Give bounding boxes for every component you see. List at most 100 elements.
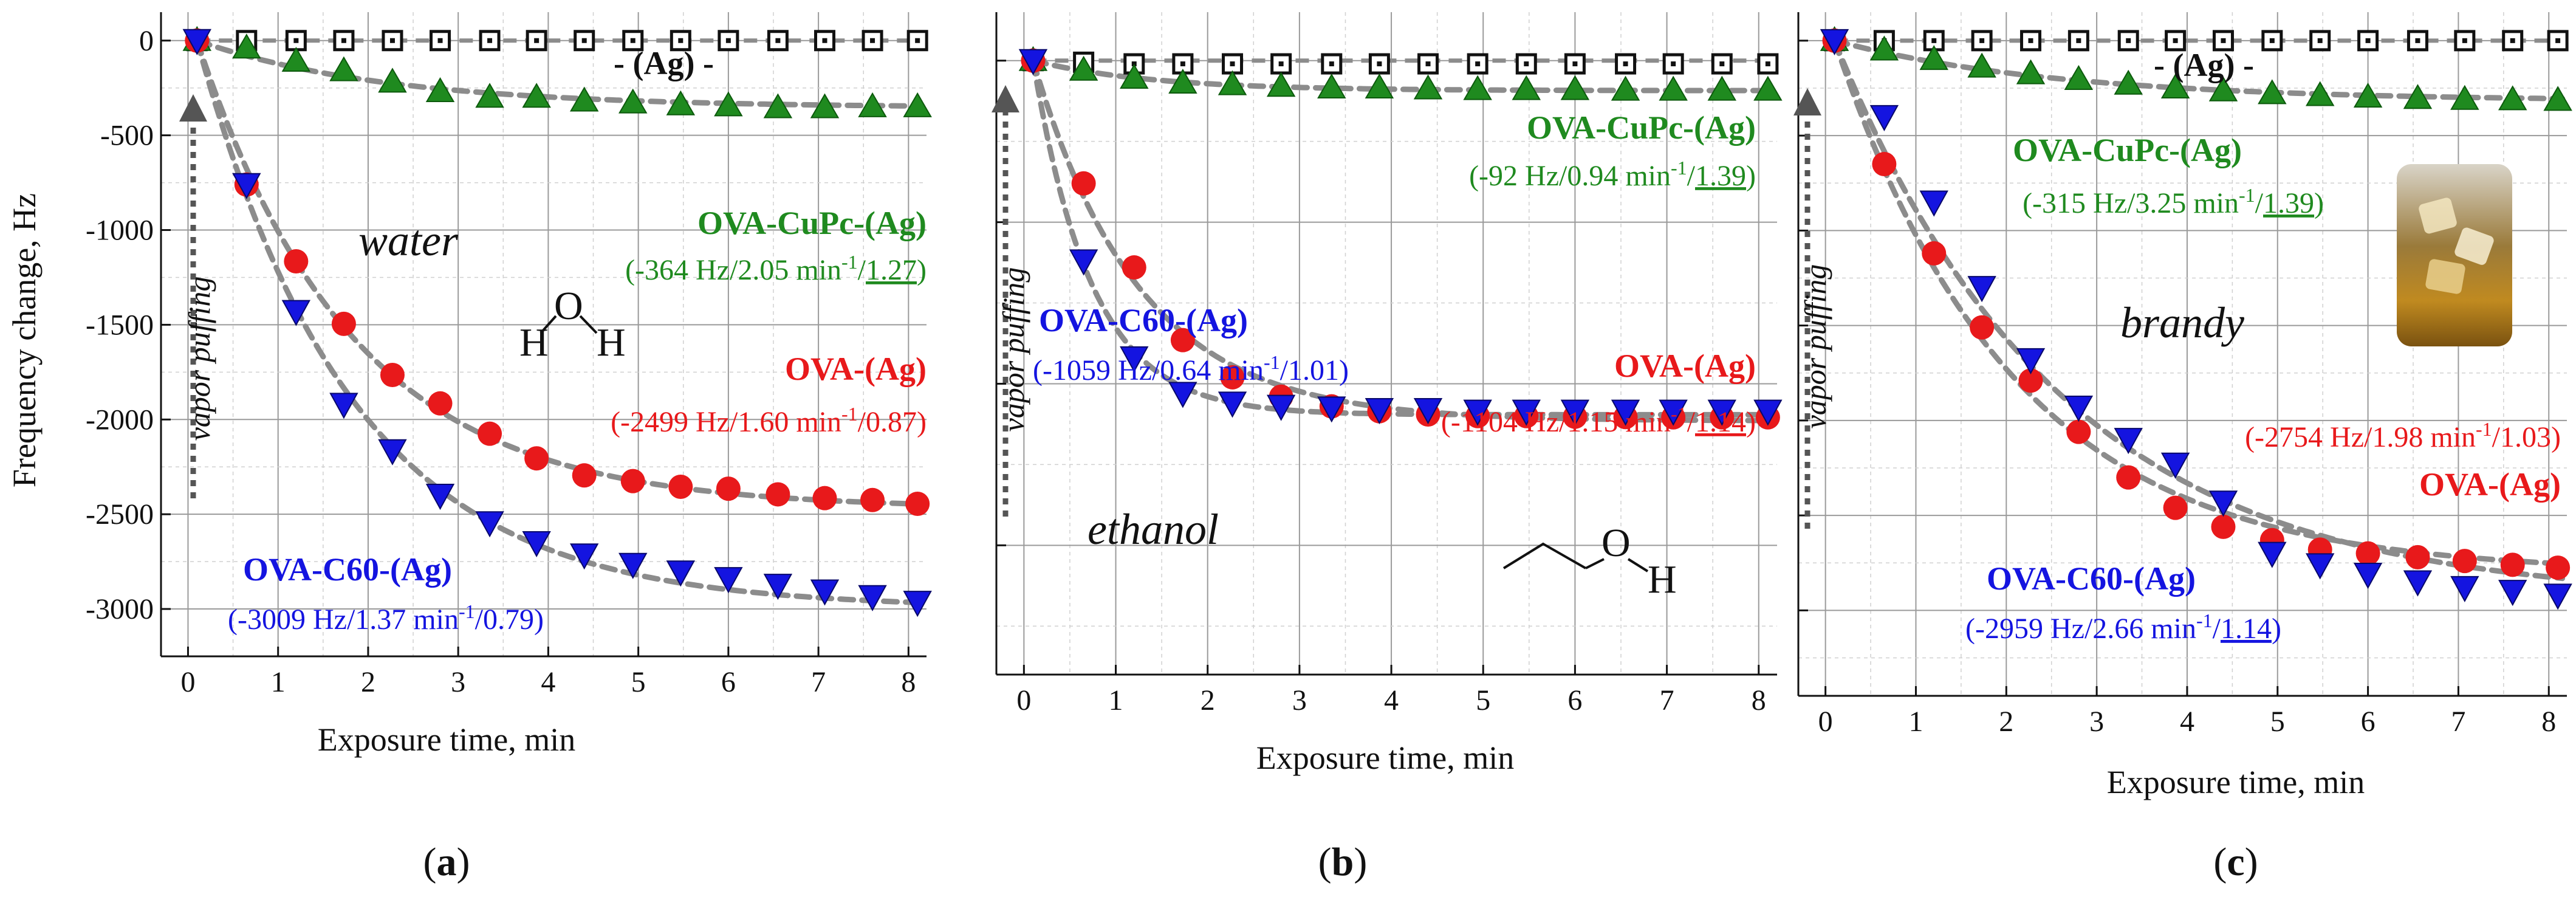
point-triangle-down bbox=[2160, 452, 2190, 479]
point-triangle-up bbox=[1560, 75, 1590, 100]
point-circle bbox=[478, 421, 502, 446]
x-tick-label: 2 bbox=[1999, 706, 2013, 738]
panel-a-molecule-h2: H bbox=[597, 320, 626, 365]
point-triangle-up bbox=[2160, 74, 2190, 98]
point-triangle-up bbox=[522, 83, 551, 108]
point-triangle-down bbox=[618, 552, 648, 579]
point-triangle-up bbox=[2114, 69, 2143, 95]
point-circle bbox=[2355, 541, 2380, 566]
point-circle bbox=[380, 363, 405, 388]
panel-c-ova-fit-tail: /1.03) bbox=[2492, 421, 2561, 453]
point-open-square bbox=[2406, 30, 2428, 52]
x-tick-label: 0 bbox=[180, 666, 195, 698]
panel-c: 0 1 2 3 4 5 6 7 8 Exposure time, min vapor puffi… bbox=[1793, 12, 2572, 884]
point-circle bbox=[812, 486, 837, 510]
panel-c-c60-fit: (-2959 Hz/2.66 min-1/1.14) bbox=[1965, 610, 2281, 645]
point-open-square-dot bbox=[2076, 38, 2081, 43]
point-open-square-dot bbox=[822, 38, 827, 43]
panel-c-fit-curves bbox=[1832, 38, 2566, 582]
panel-c-analyte-label: brandy bbox=[2120, 298, 2244, 347]
point-open-square-dot bbox=[2126, 38, 2131, 43]
point-triangle-down bbox=[763, 574, 793, 600]
panel-b-cupc-fit-sep: / bbox=[1687, 160, 1696, 192]
panel-b: 0 1 2 3 4 5 6 7 8 Exposure time, min vapor puffi… bbox=[992, 12, 1783, 884]
panel-b-cupc-label: OVA-CuPc-(Ag) bbox=[1527, 109, 1756, 146]
fit-curve-2 bbox=[194, 38, 925, 507]
point-triangle-up bbox=[1069, 55, 1098, 81]
y-tick-label: -500 bbox=[100, 120, 154, 152]
panel-b-molecule-h: H bbox=[1648, 557, 1677, 602]
point-triangle-down bbox=[1753, 399, 1783, 426]
panel-a-cupc-fit-close: ) bbox=[917, 254, 927, 286]
point-open-square-dot bbox=[630, 38, 635, 43]
point-open-square-dot bbox=[1425, 61, 1431, 67]
point-open-square-dot bbox=[1931, 38, 1937, 43]
point-open-square-dot bbox=[775, 38, 781, 43]
fit-curve-1 bbox=[1832, 38, 2566, 101]
x-tick-label: 5 bbox=[2270, 706, 2285, 738]
panel-b-data-points bbox=[1018, 46, 1783, 430]
panel-c-c60-fit-sep: / bbox=[2213, 613, 2221, 645]
point-circle bbox=[524, 446, 549, 471]
x-tick-label: 1 bbox=[1908, 706, 1923, 738]
panel-c-c60-fit-r: 1.14 bbox=[2221, 613, 2272, 645]
panel-c-letter: (c) bbox=[2213, 840, 2258, 884]
point-triangle-down bbox=[522, 531, 551, 558]
point-triangle-up bbox=[378, 67, 407, 93]
point-triangle-down bbox=[182, 29, 211, 55]
point-triangle-down bbox=[903, 591, 932, 617]
point-triangle-up bbox=[1413, 74, 1443, 100]
point-open-square bbox=[574, 30, 595, 52]
point-triangle-up bbox=[1365, 73, 1394, 98]
point-triangle-up bbox=[2305, 81, 2335, 106]
x-tick-label: 1 bbox=[271, 666, 286, 698]
point-triangle-up bbox=[425, 77, 455, 102]
point-triangle-up bbox=[2543, 86, 2572, 111]
point-triangle-up bbox=[281, 47, 311, 72]
x-tick-label: 0 bbox=[1818, 706, 1833, 738]
fit-curve-2 bbox=[1832, 38, 2566, 567]
panel-c-c60-label: OVA-C60-(Ag) bbox=[1987, 560, 2196, 597]
panel-a-cupc-fit-value: (-364 Hz/2.05 min bbox=[625, 254, 841, 286]
point-open-square-dot bbox=[581, 38, 587, 43]
point-circle bbox=[2163, 495, 2188, 520]
point-triangle-down bbox=[858, 585, 887, 611]
panel-a-cupc-name: OVA-CuPc-(Ag) bbox=[697, 205, 927, 241]
point-triangle-up bbox=[1967, 52, 1996, 78]
panel-a-cupc-fit-sep: / bbox=[858, 254, 866, 286]
panel-b-axes bbox=[995, 12, 1777, 676]
point-open-square bbox=[526, 30, 547, 52]
point-open-square-dot bbox=[1230, 61, 1235, 67]
point-triangle-down bbox=[1869, 105, 1899, 131]
point-triangle-up bbox=[1707, 75, 1737, 101]
x-tick-label: 7 bbox=[811, 666, 826, 698]
point-circle bbox=[1170, 328, 1195, 352]
panel-a-molecule-h1: H bbox=[519, 320, 549, 365]
x-tick-label: 3 bbox=[451, 666, 465, 698]
point-open-square-dot bbox=[1572, 61, 1578, 67]
point-circle bbox=[428, 391, 453, 416]
panel-a-analyte-label: water bbox=[358, 216, 459, 265]
point-open-square-dot bbox=[2221, 38, 2226, 43]
x-tick-label: 4 bbox=[2180, 706, 2194, 738]
panel-a-ova-fit: (-2499 Hz/1.60 min-1/0.87) bbox=[611, 403, 927, 438]
panel-c-data-points bbox=[1820, 26, 2572, 610]
point-open-square-dot bbox=[293, 38, 299, 43]
panel-b-analyte-label: ethanol bbox=[1088, 505, 1219, 554]
point-triangle-up bbox=[1317, 73, 1346, 98]
point-triangle-down bbox=[1069, 249, 1098, 276]
panel-b-ova-fit: (-1104 Hz/1.15 min-1/1.14) bbox=[1441, 403, 1756, 438]
point-triangle-up bbox=[232, 33, 261, 59]
fit-curve-1 bbox=[194, 38, 925, 109]
point-triangle-up bbox=[2403, 84, 2433, 109]
point-open-square-dot bbox=[2173, 38, 2178, 43]
x-tick-label: 2 bbox=[1201, 684, 1215, 717]
x-tick-label: 5 bbox=[1476, 684, 1490, 717]
point-triangle-down bbox=[2306, 553, 2335, 580]
point-open-square-dot bbox=[725, 38, 731, 43]
point-triangle-down bbox=[2208, 490, 2238, 517]
point-circle bbox=[766, 482, 790, 507]
point-circle bbox=[2116, 465, 2141, 490]
point-circle bbox=[572, 463, 597, 488]
x-tick-label: 4 bbox=[1384, 684, 1399, 717]
